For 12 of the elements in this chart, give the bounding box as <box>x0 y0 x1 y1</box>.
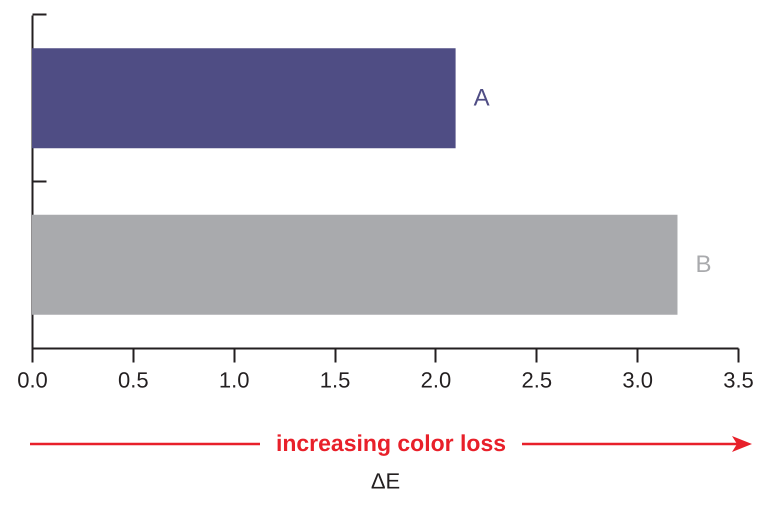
x-axis-title: ΔE <box>370 468 400 494</box>
y-tick-label: B <box>695 250 712 278</box>
x-tick-label: 3.0 <box>622 368 653 392</box>
x-tick-label: 1.0 <box>218 368 250 392</box>
x-tick-label: 0.0 <box>17 368 48 392</box>
text: increasing color loss <box>260 430 522 456</box>
x-tick-label: 0.5 <box>118 368 149 392</box>
x-tick-label: 2.0 <box>420 368 452 392</box>
x-tick-label: 3.5 <box>723 368 754 392</box>
x-tick-label: 1.5 <box>320 368 350 392</box>
x-tick-label: 2.5 <box>521 368 552 392</box>
y-tick-label: A <box>474 84 490 112</box>
